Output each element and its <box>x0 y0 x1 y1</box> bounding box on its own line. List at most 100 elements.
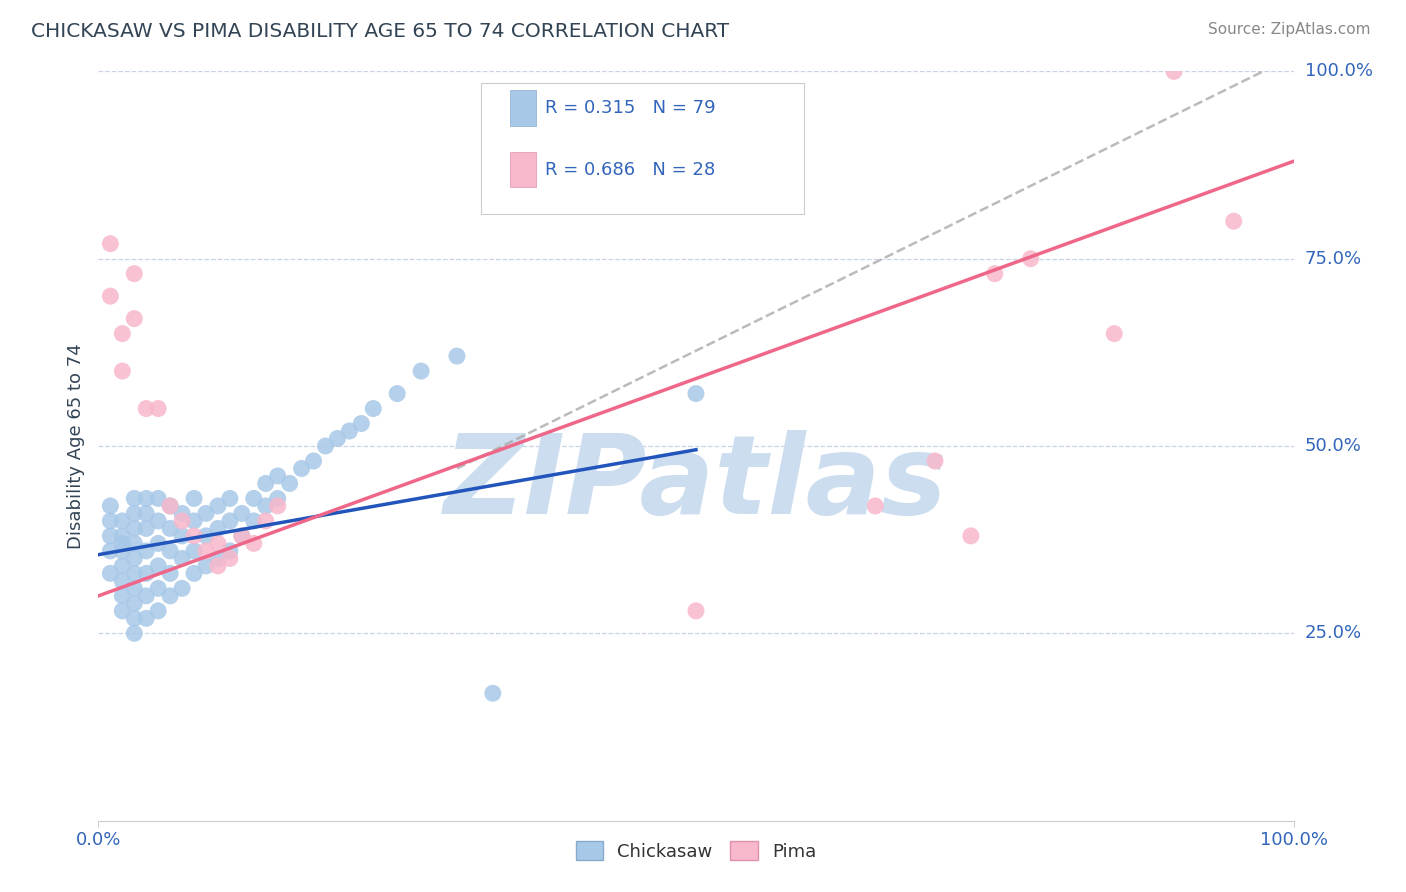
Text: Source: ZipAtlas.com: Source: ZipAtlas.com <box>1208 22 1371 37</box>
Point <box>111 589 134 603</box>
Point <box>124 521 146 535</box>
Point <box>685 604 707 618</box>
Point <box>111 604 134 618</box>
Point <box>111 544 134 558</box>
Point <box>254 514 277 528</box>
Point <box>183 514 205 528</box>
Point <box>148 536 170 550</box>
Point <box>124 626 146 640</box>
Point <box>207 551 229 566</box>
Point <box>124 596 146 610</box>
Point <box>183 566 205 581</box>
Point <box>111 514 134 528</box>
Point <box>207 536 229 550</box>
Point <box>135 507 157 521</box>
Point <box>98 289 122 303</box>
Bar <box>509 90 536 126</box>
Point <box>124 491 146 506</box>
Point <box>219 514 242 528</box>
Point <box>243 491 266 506</box>
Point <box>111 364 134 378</box>
Point <box>148 401 170 416</box>
Point <box>267 469 290 483</box>
Point <box>148 558 170 573</box>
Point <box>195 544 218 558</box>
Point <box>159 589 181 603</box>
Point <box>111 536 134 550</box>
Text: 50.0%: 50.0% <box>1305 437 1361 455</box>
Point <box>159 521 181 535</box>
Point <box>960 529 983 543</box>
Point <box>183 491 205 506</box>
Point <box>481 686 505 700</box>
Point <box>385 386 409 401</box>
Point <box>159 499 181 513</box>
Point <box>1223 214 1246 228</box>
Point <box>148 604 170 618</box>
Point <box>984 267 1007 281</box>
Point <box>124 611 146 625</box>
Point <box>124 267 146 281</box>
Point <box>159 544 181 558</box>
Point <box>1163 64 1185 78</box>
Point <box>98 544 122 558</box>
Point <box>172 551 194 566</box>
Point <box>135 401 157 416</box>
Point <box>98 499 122 513</box>
Point <box>183 529 205 543</box>
Point <box>254 476 277 491</box>
Point <box>243 536 266 550</box>
Text: CHICKASAW VS PIMA DISABILITY AGE 65 TO 74 CORRELATION CHART: CHICKASAW VS PIMA DISABILITY AGE 65 TO 7… <box>31 22 730 41</box>
Point <box>98 529 122 543</box>
Point <box>350 417 373 431</box>
Point <box>98 236 122 251</box>
Point <box>148 491 170 506</box>
Point <box>124 311 146 326</box>
Text: 100.0%: 100.0% <box>1305 62 1372 80</box>
Point <box>219 491 242 506</box>
Point <box>685 386 707 401</box>
Point <box>111 574 134 588</box>
Point <box>1019 252 1042 266</box>
Point <box>159 566 181 581</box>
Point <box>172 582 194 596</box>
Point <box>267 499 290 513</box>
Point <box>243 514 266 528</box>
Point <box>326 432 349 446</box>
Text: R = 0.315   N = 79: R = 0.315 N = 79 <box>546 99 716 117</box>
Point <box>135 566 157 581</box>
Point <box>135 521 157 535</box>
FancyBboxPatch shape <box>481 83 804 214</box>
Point <box>363 401 385 416</box>
Point <box>231 529 253 543</box>
Legend: Chickasaw, Pima: Chickasaw, Pima <box>568 834 824 868</box>
Point <box>267 491 290 506</box>
Point <box>302 454 325 468</box>
Point <box>195 529 218 543</box>
Point <box>254 499 277 513</box>
Point <box>207 499 229 513</box>
Point <box>207 521 229 535</box>
Point <box>111 326 134 341</box>
Point <box>148 514 170 528</box>
Point <box>865 499 887 513</box>
Point <box>124 507 146 521</box>
Point <box>1104 326 1126 341</box>
Point <box>411 364 433 378</box>
Point <box>219 544 242 558</box>
Point <box>278 476 301 491</box>
Point <box>172 507 194 521</box>
Point <box>135 589 157 603</box>
Point <box>159 499 181 513</box>
Point <box>124 536 146 550</box>
Text: 25.0%: 25.0% <box>1305 624 1362 642</box>
Point <box>135 544 157 558</box>
Point <box>231 507 253 521</box>
Point <box>124 551 146 566</box>
Point <box>135 611 157 625</box>
Point <box>135 491 157 506</box>
Point <box>924 454 946 468</box>
Point <box>183 544 205 558</box>
Y-axis label: Disability Age 65 to 74: Disability Age 65 to 74 <box>66 343 84 549</box>
Bar <box>509 152 536 187</box>
